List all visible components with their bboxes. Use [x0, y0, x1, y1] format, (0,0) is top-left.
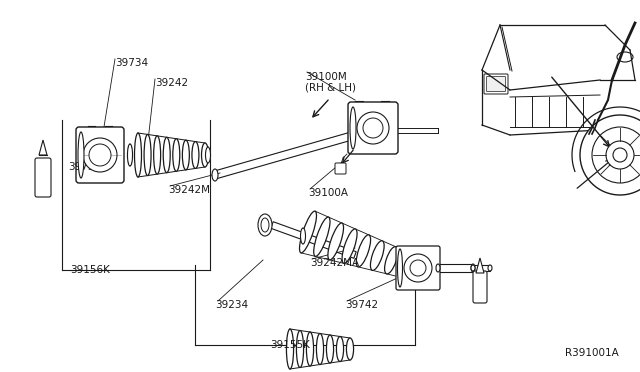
Ellipse shape [350, 107, 356, 149]
Ellipse shape [436, 264, 440, 272]
Ellipse shape [301, 228, 305, 244]
FancyBboxPatch shape [76, 127, 124, 183]
Circle shape [592, 127, 640, 183]
Ellipse shape [205, 147, 211, 163]
Circle shape [83, 138, 117, 172]
Text: 39156K: 39156K [70, 265, 110, 275]
Ellipse shape [144, 134, 151, 176]
Ellipse shape [37, 160, 49, 190]
Ellipse shape [316, 334, 324, 365]
Ellipse shape [296, 330, 303, 368]
Ellipse shape [399, 253, 412, 278]
Ellipse shape [356, 235, 371, 267]
Ellipse shape [337, 337, 344, 362]
Ellipse shape [182, 140, 189, 170]
Ellipse shape [300, 211, 317, 253]
Ellipse shape [78, 132, 84, 178]
Text: R391001A: R391001A [565, 348, 619, 358]
Text: (RH & LH): (RH & LH) [305, 83, 356, 93]
Text: 39242MA: 39242MA [310, 258, 359, 268]
Ellipse shape [342, 229, 357, 263]
Ellipse shape [326, 335, 333, 363]
Ellipse shape [258, 214, 272, 236]
Ellipse shape [617, 52, 633, 62]
Ellipse shape [287, 329, 294, 369]
FancyBboxPatch shape [335, 163, 346, 174]
Bar [473, 265, 490, 271]
FancyBboxPatch shape [396, 246, 440, 290]
Text: 39735: 39735 [68, 162, 101, 172]
Ellipse shape [202, 143, 209, 167]
Ellipse shape [371, 241, 384, 270]
FancyBboxPatch shape [348, 102, 398, 154]
Polygon shape [271, 222, 356, 258]
Ellipse shape [471, 265, 475, 271]
Text: 39100M: 39100M [305, 72, 347, 82]
Ellipse shape [129, 145, 131, 165]
Polygon shape [214, 131, 356, 179]
FancyBboxPatch shape [486, 77, 506, 92]
FancyBboxPatch shape [473, 271, 487, 303]
Ellipse shape [127, 144, 132, 166]
Ellipse shape [154, 136, 161, 174]
Circle shape [363, 118, 383, 138]
Bar [438, 264, 473, 272]
Circle shape [89, 144, 111, 166]
Ellipse shape [385, 247, 397, 274]
Circle shape [357, 112, 389, 144]
Ellipse shape [488, 265, 492, 271]
Ellipse shape [346, 338, 353, 360]
Text: 39234: 39234 [215, 300, 248, 310]
Ellipse shape [173, 139, 180, 171]
Polygon shape [39, 140, 47, 155]
Ellipse shape [134, 133, 141, 177]
Ellipse shape [471, 264, 475, 272]
Ellipse shape [212, 169, 218, 181]
Ellipse shape [163, 137, 170, 173]
Text: 39242M: 39242M [168, 185, 210, 195]
FancyBboxPatch shape [35, 158, 51, 197]
Ellipse shape [261, 218, 269, 232]
Text: 39155K: 39155K [270, 340, 310, 350]
Circle shape [404, 254, 432, 282]
Circle shape [580, 115, 640, 195]
FancyBboxPatch shape [484, 74, 508, 94]
Ellipse shape [307, 332, 314, 366]
Polygon shape [476, 258, 484, 273]
Circle shape [606, 141, 634, 169]
Text: 39734: 39734 [115, 58, 148, 68]
Text: 39242: 39242 [155, 78, 188, 88]
Text: 39100A: 39100A [308, 188, 348, 198]
Circle shape [410, 260, 426, 276]
Ellipse shape [314, 217, 330, 256]
Ellipse shape [192, 142, 199, 169]
Text: 39742: 39742 [345, 300, 378, 310]
Ellipse shape [397, 249, 403, 287]
Ellipse shape [328, 223, 344, 260]
Circle shape [613, 148, 627, 162]
